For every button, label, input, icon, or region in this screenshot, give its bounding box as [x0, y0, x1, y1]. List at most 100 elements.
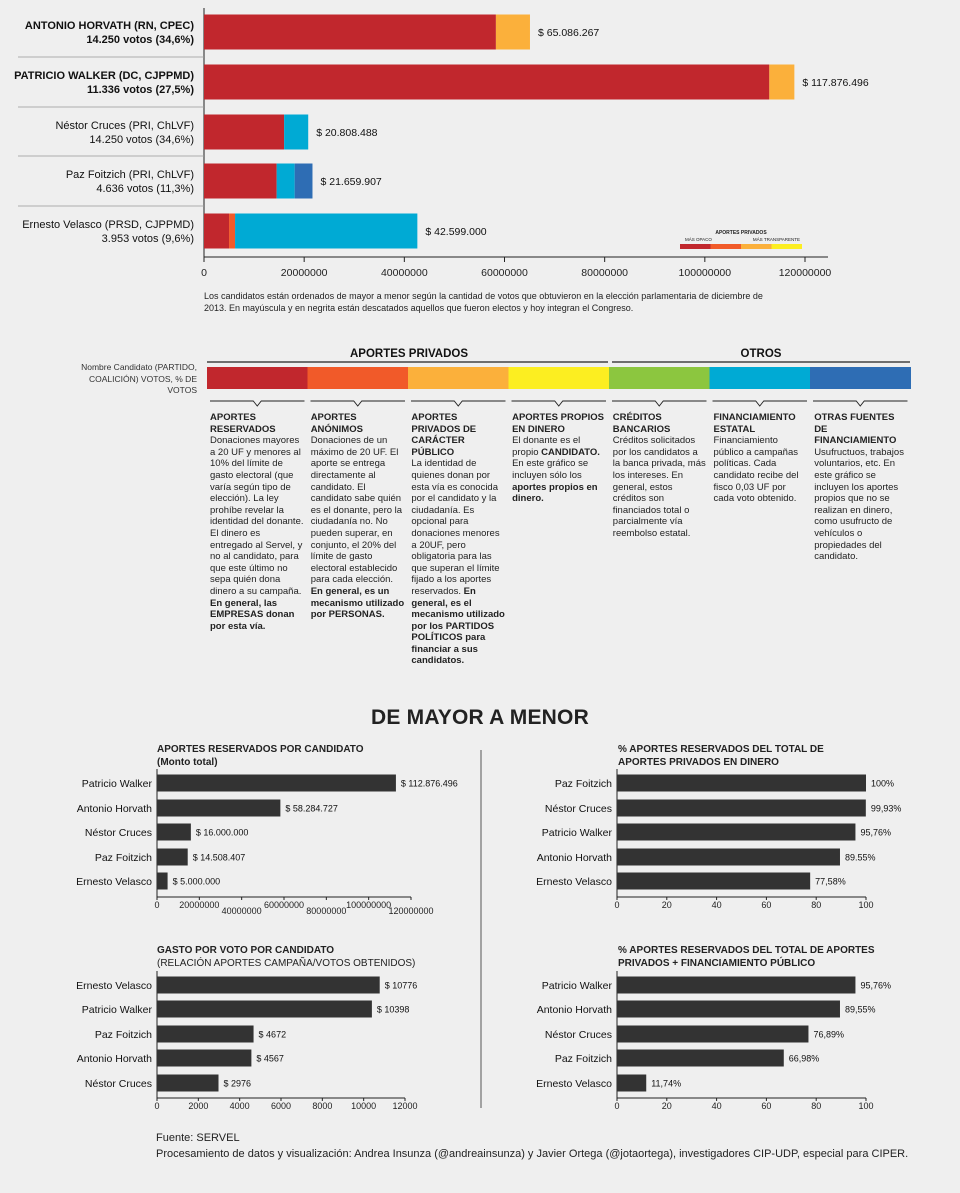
footer-source: Fuente: SERVEL: [156, 1132, 240, 1144]
candidate-name: ANTONIO HORVATH (RN, CPEC): [25, 20, 194, 32]
panel-value-label: $ 10398: [377, 1005, 410, 1015]
panel-bar: [617, 1025, 809, 1043]
panel-bar: [617, 872, 811, 890]
panel-category-label: Néstor Cruces: [545, 803, 612, 815]
footer-credits: Procesamiento de datos y visualización: …: [156, 1148, 909, 1160]
legend-swatch-financiamiento_estatal: [709, 367, 811, 389]
panel-x-tick-label: 8000: [312, 1101, 332, 1111]
panel-x-tick-label: 20: [662, 900, 672, 910]
candidate-name: PATRICIO WALKER (DC, CJPPMD): [14, 70, 194, 82]
panel-bar: [617, 1000, 840, 1018]
panel-x-tick-label: 80000000: [306, 906, 346, 916]
definition-title: APORTES RESERVADOS: [210, 412, 276, 435]
panel-value-label: $ 112.876.496: [401, 779, 458, 789]
candidate-votes: 11.336 votos (27,5%): [87, 84, 194, 96]
legend-swatch-propios: [508, 367, 610, 389]
panel-x-tick-label: 40: [712, 1101, 722, 1111]
panel-bar: [157, 872, 168, 890]
bar-segment-reservados: [204, 64, 770, 100]
candidate-votes: 3.953 votos (9,6%): [102, 233, 194, 245]
candidate-name: Paz Foitzich (PRI, ChLVF): [66, 169, 194, 181]
definition-body: El donante es el propio: [512, 435, 581, 458]
definition-6: OTRAS FUENTES DE FINANCIAMIENTO Usufructu…: [814, 412, 908, 563]
x-tick-label: 80000000: [581, 267, 628, 279]
chart-note: Los candidatos están ordenados de mayor …: [204, 291, 763, 313]
candidate-name: Néstor Cruces (PRI, ChLVF): [55, 120, 194, 132]
definition-bold: En general, es el mecanismo utilizado po…: [411, 585, 505, 667]
panel-x-tick-label: 80: [811, 900, 821, 910]
color-legend: APORTES PRIVADOS OTROS: [207, 348, 911, 407]
definition-5: FINANCIAMIENTO ESTATAL Financiamiento púb…: [714, 412, 808, 505]
definition-body: Donaciones mayores a 20 UF y menores al …: [210, 435, 304, 597]
bar-segment-financiamiento_estatal: [284, 114, 309, 150]
panel-value-label: 11,74%: [651, 1079, 681, 1089]
panel-bar: [157, 848, 188, 866]
panel-bar: [617, 1049, 784, 1067]
definition-body: La identidad de quienes donan por esta v…: [411, 458, 500, 597]
panel-value-label: 95,76%: [860, 828, 891, 838]
definition-2: APORTES PRIVADOS DE CARÁCTER PÚBLICO La i…: [411, 412, 505, 667]
panel-x-tick-label: 2000: [188, 1101, 208, 1111]
legend-brace: [210, 400, 305, 407]
panel-category-label: Néstor Cruces: [545, 1029, 612, 1041]
bar-total-label: $ 65.086.267: [538, 27, 599, 39]
definition-title: APORTES PRIVADOS DE CARÁCTER PÚBLICO: [411, 412, 477, 458]
definition-bold: aportes propios en dinero.: [512, 481, 598, 505]
panel-category-label: Patricio Walker: [82, 778, 153, 790]
x-tick-label: 40000000: [381, 267, 428, 279]
panel-x-tick-label: 80: [811, 1101, 821, 1111]
panel-x-tick-label: 10000: [351, 1101, 376, 1111]
mini-legend-swatch: [771, 244, 802, 249]
panel-category-label: Ernesto Velasco: [76, 980, 152, 992]
panel-category-label: Patricio Walker: [542, 980, 613, 992]
panel-title-pct-publico: % APORTES RESERVADOS DEL TOTAL DE APORTE…: [618, 945, 875, 969]
legend-brace: [712, 400, 807, 407]
bar-segment-anonimos: [229, 213, 236, 249]
panel-value-label: $ 5.000.000: [173, 877, 221, 887]
bar-segment-otras_fuentes: [294, 163, 313, 199]
panel-value-label: $ 14.508.407: [193, 853, 246, 863]
panel-title-reservados: APORTES RESERVADOS POR CANDIDATO (Monto t…: [157, 744, 364, 768]
panel-category-label: Paz Foitzich: [555, 778, 612, 790]
panel-x-tick-label: 0: [614, 900, 619, 910]
panel-value-label: 95,76%: [860, 981, 891, 991]
legend-swatch-reservados: [207, 367, 308, 389]
panel-x-tick-label: 20000000: [179, 900, 219, 910]
mini-legend-right: MÁS TRANSPARENTE: [753, 236, 800, 242]
mini-legend-title: APORTES PRIVADOS: [715, 230, 767, 236]
panel-x-tick-label: 0: [614, 1101, 619, 1111]
panel-title-gasto-voto: GASTO POR VOTO POR CANDIDATO (RELACIÓN AP…: [157, 945, 416, 969]
panel-category-label: Patricio Walker: [82, 1004, 153, 1016]
panel-value-label: $ 2976: [224, 1079, 252, 1089]
definition-bold: CANDIDATO.: [541, 446, 600, 458]
definition-body: Donaciones de un máximo de 20 UF. El apo…: [310, 435, 403, 586]
panel-value-label: 100%: [871, 779, 894, 789]
panel-value-label: 89,55%: [845, 1005, 876, 1015]
mini-legend-swatch: [741, 244, 772, 249]
panel-bar: [157, 976, 380, 994]
bar-segment-reservados: [204, 213, 230, 249]
definition-3: APORTES PROPIOS EN DINERO El donante es e…: [512, 412, 606, 505]
panel-category-label: Néstor Cruces: [85, 1078, 152, 1090]
panel-bar: [157, 1000, 372, 1018]
x-tick-label: 20000000: [281, 267, 328, 279]
candidate-name: Ernesto Velasco (PRSD, CJPPMD): [22, 219, 194, 231]
panel-title-pct-privados: % APORTES RESERVADOS DEL TOTAL DE APORTE…: [618, 744, 824, 768]
legend-swatch-caracter_publico: [408, 367, 509, 389]
bar-segment-reservados: [204, 163, 277, 199]
panel-category-label: Ernesto Velasco: [536, 1078, 612, 1090]
bar-total-label: $ 42.599.000: [425, 226, 486, 238]
panel-value-label: 89.55%: [845, 853, 876, 863]
x-tick-label: 60000000: [481, 267, 528, 279]
panel-bar: [617, 848, 840, 866]
legend-swatch-otras_fuentes: [810, 367, 911, 389]
panel-bar: [617, 823, 856, 841]
footer: Fuente: SERVEL Procesamiento de datos y …: [156, 1130, 908, 1162]
panel-value-label: $ 4567: [256, 1054, 284, 1064]
x-tick-label: 0: [201, 267, 207, 279]
panel-x-tick-label: 0: [154, 900, 159, 910]
definition-title: FINANCIAMIENTO ESTATAL: [713, 412, 796, 435]
legend-brace: [813, 400, 908, 407]
definition-body: Financiamiento público a campañas políti…: [713, 435, 799, 505]
panel-x-tick-label: 0: [154, 1101, 159, 1111]
